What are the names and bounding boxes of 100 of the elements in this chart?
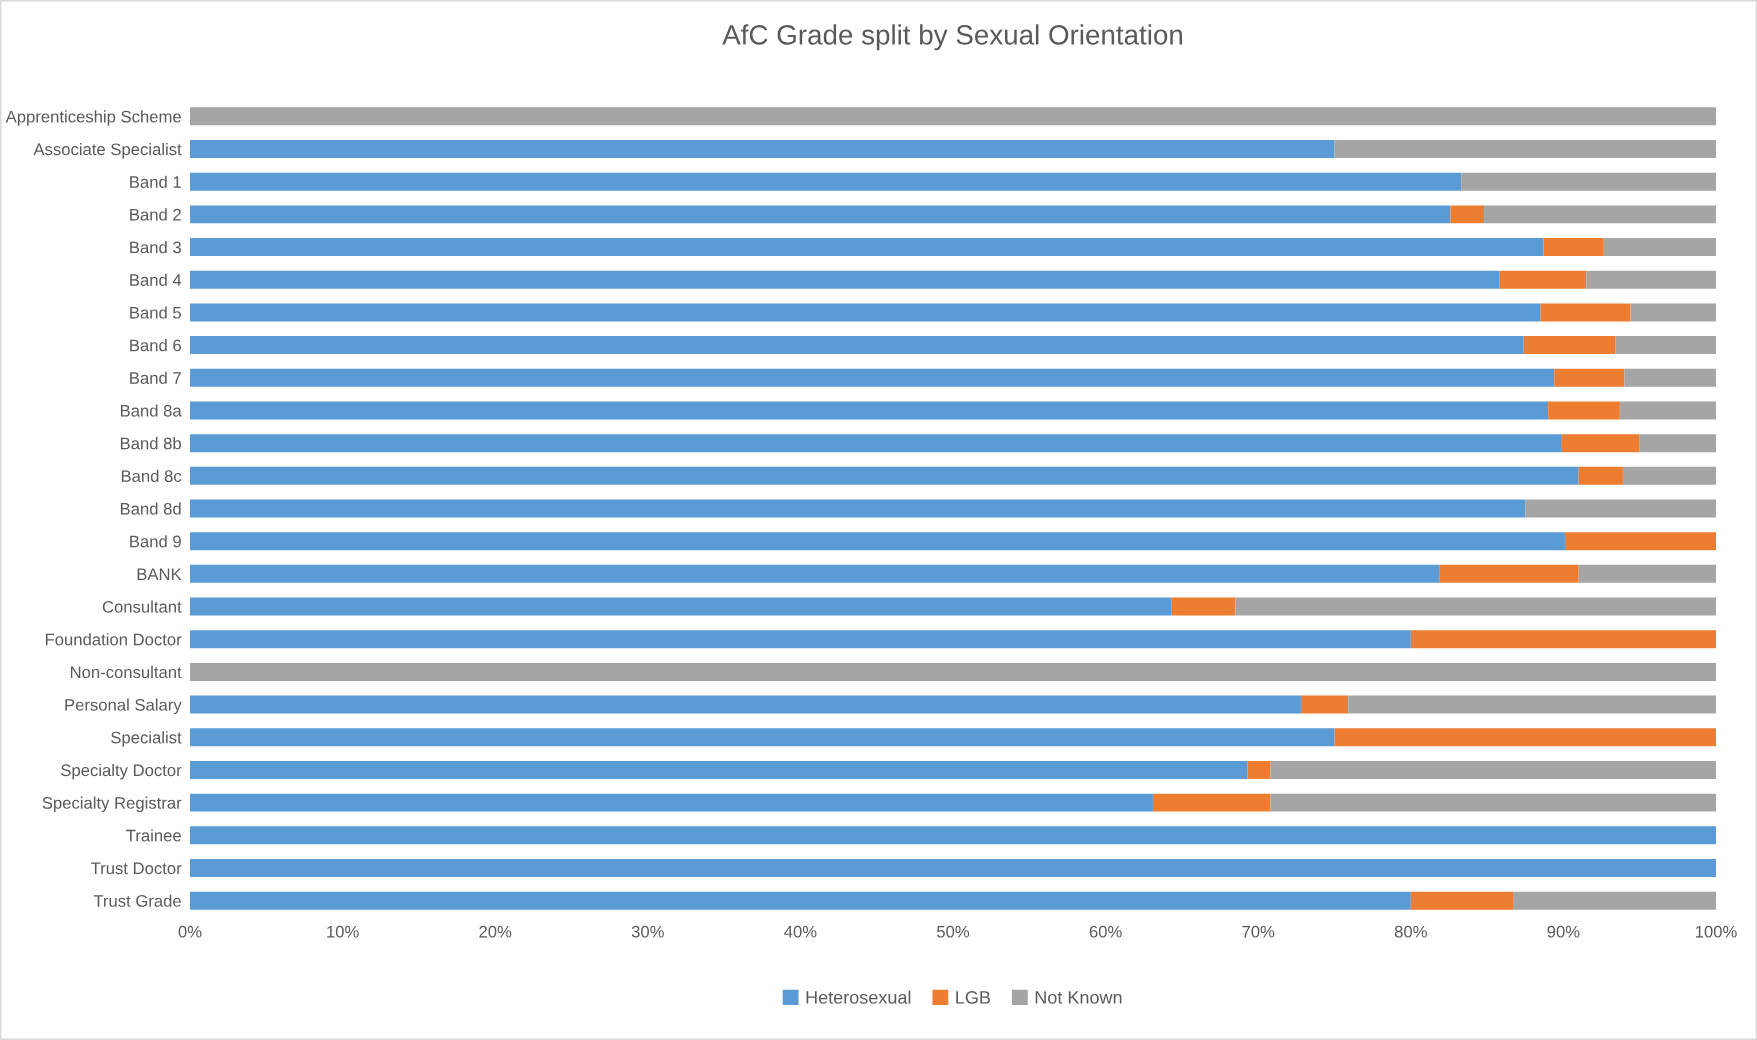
y-tick-label: Band 8d — [120, 502, 181, 515]
y-tick-label: Trainee — [126, 829, 181, 842]
x-tick-label: 60% — [1089, 925, 1122, 938]
bar — [190, 760, 1248, 779]
x-tick-label: 80% — [1394, 925, 1427, 938]
bar — [1484, 205, 1716, 224]
x-tick-label: 20% — [479, 925, 512, 938]
x-tick-label: 10% — [327, 925, 359, 938]
bar — [1348, 695, 1716, 714]
bar — [190, 858, 1716, 877]
y-tick-label: Specialty Doctor — [61, 763, 182, 780]
bar — [190, 434, 1562, 453]
bar — [190, 368, 1555, 387]
bar — [1548, 401, 1620, 420]
bar — [190, 466, 1579, 485]
bar — [1513, 891, 1716, 910]
y-tick-label: Non-consultant — [70, 665, 182, 679]
y-tick-label: Personal Salary — [65, 698, 182, 715]
bar — [1540, 303, 1631, 322]
x-tick-label: 70% — [1242, 925, 1275, 938]
y-tick-label: Band 5 — [130, 306, 181, 319]
y-tick-label: Band 2 — [130, 208, 181, 221]
chart-title: AfC Grade split by Sexual Orientation — [722, 24, 1183, 51]
bar — [190, 564, 1440, 583]
y-tick-label: Band 8c — [121, 469, 182, 483]
bar — [190, 270, 1500, 289]
bar — [190, 662, 1716, 681]
y-tick-label: Trust Doctor — [90, 862, 182, 875]
y-tick-label: Band 8b — [120, 437, 181, 450]
bar — [1410, 630, 1716, 649]
y-tick-label: Specialist — [111, 731, 182, 747]
bar — [190, 695, 1301, 714]
bar — [1630, 303, 1716, 322]
y-tick-label: BANK — [137, 568, 182, 580]
bar — [190, 303, 1541, 322]
bar — [1525, 499, 1716, 518]
bar — [1578, 564, 1716, 583]
y-tick-label: Band 9 — [130, 535, 181, 548]
bar — [190, 238, 1544, 257]
bar — [1639, 434, 1716, 453]
bar — [190, 793, 1153, 812]
bar — [1561, 434, 1640, 453]
bar — [190, 728, 1335, 747]
bar — [1450, 205, 1485, 224]
bar — [1615, 336, 1716, 355]
y-tick-label: Apprenticeship Scheme — [5, 110, 181, 126]
bar — [190, 532, 1565, 551]
bar — [1439, 564, 1579, 583]
bar — [1586, 270, 1716, 289]
bar — [1410, 891, 1514, 910]
bar — [190, 891, 1411, 910]
x-tick-label: 0% — [178, 925, 202, 938]
y-tick-label: Trust Grade — [93, 894, 181, 907]
y-tick-label: Band 8a — [120, 404, 182, 417]
x-tick-label: 40% — [784, 925, 817, 938]
y-tick-label: Band 6 — [130, 339, 181, 352]
legend-label: Not Known — [1035, 991, 1122, 1004]
bar — [1499, 270, 1587, 289]
bar — [1619, 401, 1716, 420]
y-tick-label: Band 1 — [130, 175, 181, 188]
legend-label: LGB — [956, 991, 990, 1004]
bar — [1270, 760, 1716, 779]
bar — [1334, 728, 1716, 747]
bar — [190, 205, 1451, 224]
bar — [1171, 597, 1236, 616]
bar — [1603, 238, 1716, 257]
bar — [1578, 466, 1623, 485]
bar — [1270, 793, 1716, 812]
bar — [1235, 597, 1716, 616]
y-tick-label: Band 4 — [130, 273, 182, 286]
bar — [190, 597, 1172, 616]
x-tick-label: 90% — [1547, 925, 1580, 938]
bar — [1622, 466, 1716, 485]
bar — [1564, 532, 1716, 551]
bar — [190, 336, 1524, 355]
y-tick-label: Specialty Registrar — [42, 796, 182, 813]
bar — [1624, 368, 1716, 387]
bar — [1554, 368, 1625, 387]
bar — [1152, 793, 1271, 812]
x-tick-label: 30% — [631, 925, 664, 938]
y-tick-label: Associate Specialist — [33, 142, 182, 159]
x-tick-label: 50% — [936, 925, 970, 938]
bar — [190, 140, 1335, 159]
bar — [190, 499, 1526, 518]
y-tick-label: Band 7 — [130, 371, 181, 384]
bar — [190, 172, 1462, 191]
bar — [190, 401, 1549, 420]
bar — [1523, 336, 1616, 355]
legend-label: Heterosexual — [806, 990, 911, 1004]
bar — [1247, 760, 1271, 779]
bar — [1334, 140, 1716, 159]
y-tick-label: Consultant — [102, 600, 182, 613]
y-tick-label: Band 3 — [130, 241, 181, 254]
bar — [1461, 172, 1716, 191]
bar — [1543, 238, 1604, 257]
bar — [190, 107, 1716, 126]
bar — [190, 826, 1716, 845]
bar — [1300, 695, 1349, 714]
bar — [190, 630, 1411, 649]
y-tick-label: Foundation Doctor — [45, 633, 182, 646]
